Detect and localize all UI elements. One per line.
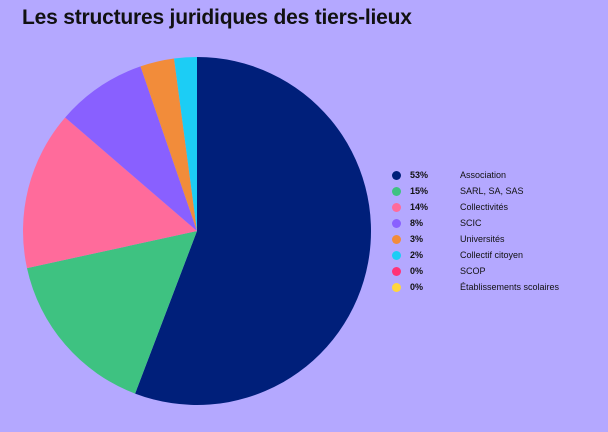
pie-slice-0	[135, 57, 371, 405]
legend-label: Association	[460, 170, 507, 180]
pie-slice-4	[140, 58, 197, 231]
pie-slice-5	[174, 57, 197, 231]
legend-swatch	[392, 202, 401, 212]
legend-item: 53% Association	[392, 167, 559, 183]
legend-percent: 53%	[410, 170, 429, 180]
legend-percent: 15%	[410, 186, 429, 196]
legend-percent: 0%	[410, 282, 424, 292]
legend-percent: 8%	[410, 218, 424, 228]
legend-item: 3% Universités	[392, 231, 559, 247]
legend-percent: 14%	[410, 202, 429, 212]
pie-slice-1	[27, 231, 198, 394]
legend-swatch	[392, 218, 401, 228]
legend-label: Établissements scolaires	[460, 282, 560, 292]
legend-swatch	[392, 282, 401, 292]
legend-item: 14% Collectivités	[392, 199, 559, 215]
legend-item: 2% Collectif citoyen	[392, 247, 559, 263]
legend-percent: 2%	[410, 250, 424, 260]
legend-item: 0% Établissements scolaires	[392, 279, 559, 295]
pie-slice-2	[23, 117, 198, 269]
legend-label: Collectif citoyen	[460, 250, 524, 260]
legend-item: 15% SARL, SA, SAS	[392, 183, 559, 199]
legend-item: 8% SCIC	[392, 215, 559, 231]
legend-percent: 3%	[410, 234, 424, 244]
legend-label: SCOP	[460, 266, 486, 276]
legend-swatch	[392, 186, 401, 196]
legend-label: Collectivités	[460, 202, 509, 212]
legend-swatch	[392, 234, 401, 244]
legend-percent: 0%	[410, 266, 424, 276]
legend-swatch	[392, 170, 401, 180]
legend-label: SARL, SA, SAS	[460, 186, 524, 196]
legend: 53% Association 15% SARL, SA, SAS 14% Collect…	[392, 167, 559, 295]
pie-slice-3	[65, 66, 197, 232]
legend-label: SCIC	[460, 218, 482, 228]
legend-swatch	[392, 266, 401, 276]
legend-label: Universités	[460, 234, 505, 244]
legend-item: 0% SCOP	[392, 263, 559, 279]
legend-swatch	[392, 250, 401, 260]
chart-title: Les structures juridiques des tiers-lieu…	[22, 6, 412, 29]
